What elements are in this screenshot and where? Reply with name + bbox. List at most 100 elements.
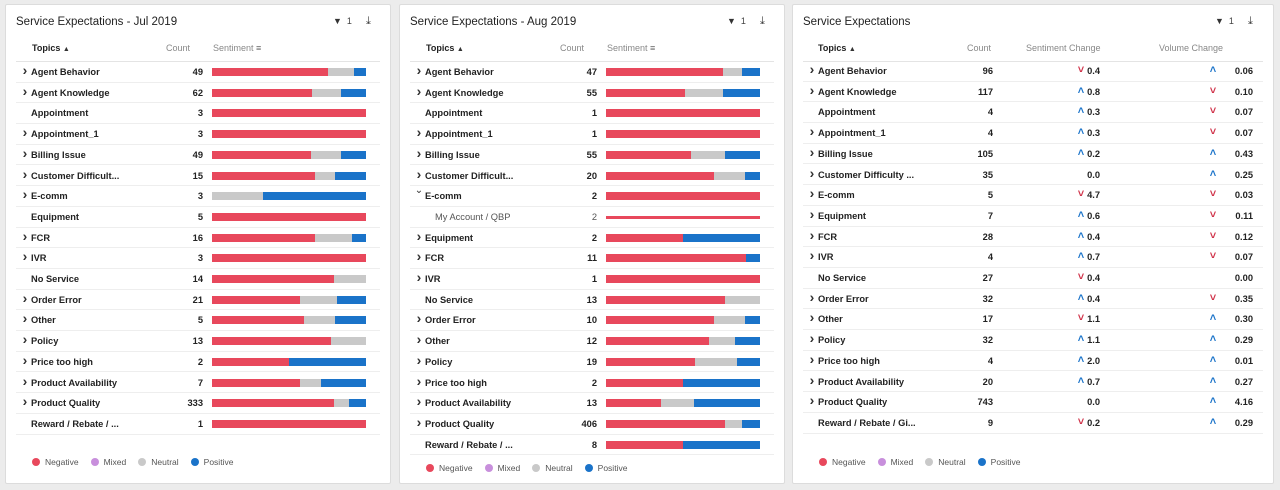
positive-segment[interactable] bbox=[746, 254, 760, 263]
topic-row[interactable]: › Order Error 10 bbox=[410, 310, 774, 332]
sentiment-bar[interactable] bbox=[212, 337, 366, 346]
positive-segment[interactable] bbox=[321, 378, 366, 387]
positive-segment[interactable] bbox=[693, 399, 760, 408]
positive-segment[interactable] bbox=[744, 316, 760, 325]
column-header-count[interactable]: Count bbox=[560, 43, 585, 53]
neutral-segment[interactable] bbox=[695, 357, 737, 366]
topic-row[interactable]: › IVR 4 ˄ 0.7 ˅ 0.07 bbox=[803, 247, 1263, 268]
neutral-segment[interactable] bbox=[684, 88, 724, 97]
negative-segment[interactable] bbox=[606, 68, 724, 76]
legend-item-positive[interactable]: Positive bbox=[584, 463, 627, 473]
topic-row[interactable]: Reward / Rebate / Gi... 9 ˅ 0.2 ˄ 0.29 bbox=[803, 413, 1263, 434]
sentiment-bar[interactable] bbox=[606, 192, 760, 201]
column-header-topics[interactable]: Topics ▲ bbox=[426, 43, 464, 53]
column-header-sentiment[interactable]: Sentiment ≡ bbox=[213, 43, 262, 53]
neutral-segment[interactable] bbox=[315, 233, 353, 242]
neutral-segment[interactable] bbox=[724, 419, 742, 428]
sentiment-bar[interactable] bbox=[606, 150, 760, 159]
negative-segment[interactable] bbox=[606, 440, 683, 449]
topic-row[interactable]: No Service 14 bbox=[16, 269, 380, 290]
neutral-segment[interactable] bbox=[299, 295, 337, 304]
chevron-right-icon[interactable]: › bbox=[22, 186, 28, 203]
chevron-right-icon[interactable]: › bbox=[22, 165, 28, 182]
chevron-right-icon[interactable]: › bbox=[22, 351, 28, 368]
neutral-segment[interactable] bbox=[723, 68, 742, 76]
negative-segment[interactable] bbox=[212, 233, 316, 242]
positive-segment[interactable] bbox=[352, 233, 366, 242]
topic-row[interactable]: › Billing Issue 49 bbox=[16, 145, 380, 166]
chevron-right-icon[interactable]: › bbox=[416, 351, 422, 368]
sub-topic-row[interactable]: My Account / QBP 2 bbox=[410, 207, 774, 228]
download-icon[interactable]: ⤓ bbox=[760, 15, 765, 27]
sentiment-bar[interactable] bbox=[212, 419, 366, 428]
negative-segment[interactable] bbox=[606, 316, 714, 325]
topic-row[interactable]: › Other 5 bbox=[16, 310, 380, 332]
chevron-right-icon[interactable]: › bbox=[416, 393, 422, 410]
topic-row[interactable]: › Price too high 2 bbox=[16, 352, 380, 373]
chevron-right-icon[interactable]: › bbox=[416, 165, 422, 182]
negative-segment[interactable] bbox=[606, 337, 710, 346]
legend-item-neutral[interactable]: Neutral bbox=[532, 463, 573, 473]
topic-row[interactable]: › Product Quality 333 bbox=[16, 393, 380, 414]
sentiment-bar[interactable] bbox=[606, 233, 760, 242]
neutral-segment[interactable] bbox=[333, 275, 366, 283]
topic-row[interactable]: › Product Availability 20 ˄ 0.7 ˄ 0.27 bbox=[803, 372, 1263, 393]
sentiment-bar[interactable] bbox=[212, 233, 366, 242]
column-header-topics[interactable]: Topics ▲ bbox=[32, 43, 70, 53]
topic-row[interactable]: › Billing Issue 105 ˄ 0.2 ˄ 0.43 bbox=[803, 144, 1263, 165]
neutral-segment[interactable] bbox=[333, 399, 350, 408]
chevron-down-icon[interactable]: ⌄ bbox=[414, 185, 424, 197]
legend-item-positive[interactable]: Positive bbox=[977, 457, 1020, 467]
topic-row[interactable]: › E-comm 5 ˅ 4.7 ˅ 0.03 bbox=[803, 185, 1263, 206]
chevron-right-icon[interactable]: › bbox=[809, 123, 815, 140]
positive-segment[interactable] bbox=[289, 357, 366, 366]
sentiment-bar[interactable] bbox=[606, 357, 760, 366]
neutral-segment[interactable] bbox=[312, 88, 342, 97]
neutral-segment[interactable] bbox=[327, 68, 354, 76]
topic-row[interactable]: › IVR 1 bbox=[410, 269, 774, 290]
chevron-right-icon[interactable]: › bbox=[22, 124, 28, 141]
positive-segment[interactable] bbox=[341, 150, 366, 159]
negative-segment[interactable] bbox=[212, 357, 289, 366]
negative-segment[interactable] bbox=[606, 295, 725, 304]
neutral-segment[interactable] bbox=[724, 295, 760, 304]
chevron-right-icon[interactable]: › bbox=[22, 248, 28, 265]
topic-row[interactable]: › Agent Knowledge 62 bbox=[16, 83, 380, 104]
negative-segment[interactable] bbox=[212, 254, 366, 263]
sentiment-bar[interactable] bbox=[606, 378, 760, 387]
chevron-right-icon[interactable]: › bbox=[809, 164, 815, 181]
sentiment-bar[interactable] bbox=[606, 215, 760, 219]
sentiment-bar[interactable] bbox=[606, 109, 760, 118]
sentiment-bar[interactable] bbox=[606, 254, 760, 263]
chevron-right-icon[interactable]: › bbox=[416, 269, 422, 285]
legend-item-neutral[interactable]: Neutral bbox=[138, 457, 179, 467]
positive-segment[interactable] bbox=[683, 440, 760, 449]
chevron-right-icon[interactable]: › bbox=[22, 331, 28, 348]
neutral-segment[interactable] bbox=[315, 171, 336, 180]
topic-row[interactable]: › Billing Issue 55 bbox=[410, 145, 774, 166]
negative-segment[interactable] bbox=[212, 171, 316, 180]
topic-row[interactable]: › Agent Behavior 49 bbox=[16, 62, 380, 83]
download-icon[interactable]: ⤓ bbox=[1248, 15, 1253, 27]
sentiment-bar[interactable] bbox=[606, 419, 760, 428]
positive-segment[interactable] bbox=[735, 337, 760, 346]
negative-segment[interactable] bbox=[606, 215, 760, 219]
neutral-segment[interactable] bbox=[212, 192, 263, 201]
chevron-right-icon[interactable]: › bbox=[809, 81, 815, 98]
column-header-count[interactable]: Count bbox=[166, 43, 191, 53]
sentiment-bar[interactable] bbox=[606, 440, 760, 449]
filter-button[interactable]: ▼ 1 bbox=[333, 16, 352, 26]
negative-segment[interactable] bbox=[606, 378, 683, 387]
positive-segment[interactable] bbox=[723, 88, 760, 97]
sentiment-bar[interactable] bbox=[212, 275, 366, 283]
negative-segment[interactable] bbox=[606, 233, 683, 242]
chevron-right-icon[interactable]: › bbox=[809, 350, 815, 367]
positive-segment[interactable] bbox=[335, 171, 366, 180]
topic-row[interactable]: Reward / Rebate / ... 8 bbox=[410, 435, 774, 456]
chevron-right-icon[interactable]: › bbox=[416, 310, 422, 327]
negative-segment[interactable] bbox=[212, 150, 311, 159]
negative-segment[interactable] bbox=[212, 88, 313, 97]
positive-segment[interactable] bbox=[335, 316, 366, 325]
sentiment-bar[interactable] bbox=[606, 295, 760, 304]
chevron-right-icon[interactable]: › bbox=[809, 205, 815, 222]
